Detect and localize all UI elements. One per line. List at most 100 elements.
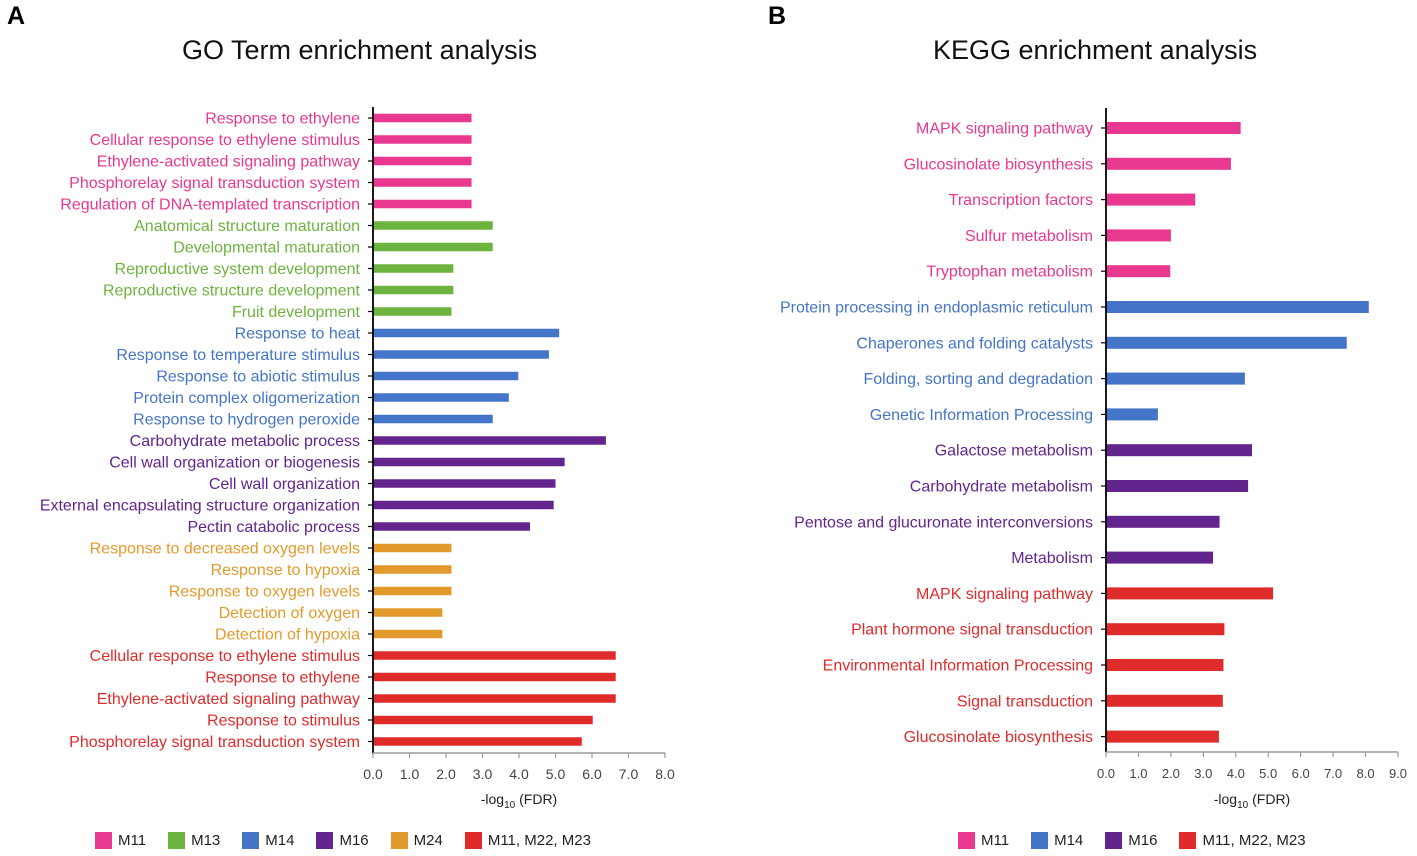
kegg-bar <box>1106 336 1347 349</box>
legend-label: M24 <box>413 832 443 849</box>
kegg-bar <box>1106 122 1241 134</box>
go-x-tick-label: 8.0 <box>655 766 675 782</box>
go-category-label: Response to temperature stimulus <box>116 347 360 364</box>
go-bar <box>373 608 443 617</box>
go-bar <box>373 199 472 209</box>
kegg-bar <box>1106 515 1220 528</box>
go-category-label: Fruit development <box>232 304 361 321</box>
go-x-tick-label: 1.0 <box>400 766 420 782</box>
legend-label: M14 <box>1054 832 1084 849</box>
kegg-bar <box>1106 229 1171 242</box>
go-category-label: Developmental maturation <box>173 240 360 257</box>
kegg-legend: M11 M14 M16 M11, M22, M23 <box>958 832 1328 849</box>
legend-item: M11 <box>95 832 146 849</box>
kegg-bar <box>1106 623 1225 636</box>
legend-swatch <box>390 832 408 849</box>
kegg-category-label: Environmental Information Processing <box>823 658 1093 675</box>
go-bar <box>373 565 452 574</box>
kegg-category-label: Genetic Information Processing <box>870 407 1093 424</box>
go-bar <box>373 221 493 230</box>
kegg-category-label: Glucosinolate biosynthesis <box>904 156 1093 173</box>
kegg-category-label: Glucosinolate biosynthesis <box>904 729 1093 746</box>
legend-swatch <box>1105 832 1123 849</box>
go-category-label: Cell wall organization <box>209 476 360 493</box>
go-bar <box>373 715 593 725</box>
go-x-tick-label: 5.0 <box>546 766 566 782</box>
go-category-label: Carbohydrate metabolic process <box>130 433 360 450</box>
go-category-label: Response to ethylene <box>205 670 360 687</box>
kegg-x-tick-label: 9.0 <box>1389 766 1407 781</box>
go-category-label: Pectin catabolic process <box>187 519 360 536</box>
legend-label: M11 <box>118 832 147 849</box>
kegg-bar <box>1106 694 1223 707</box>
go-bar <box>373 371 519 381</box>
legend-item: M11 <box>958 832 1009 849</box>
go-bar <box>373 135 472 144</box>
kegg-bar <box>1106 408 1158 421</box>
kegg-chart-title: KEGG enrichment analysis <box>933 35 1258 65</box>
kegg-bar <box>1106 444 1252 457</box>
go-category-label: Response to abiotic stimulus <box>156 369 360 386</box>
legend-item: M11, M22, M23 <box>464 832 591 849</box>
kegg-category-label: Carbohydrate metabolism <box>910 479 1093 496</box>
go-x-tick-label: 7.0 <box>619 766 639 782</box>
kegg-category-label: Sulfur metabolism <box>965 228 1093 245</box>
legend-swatch <box>95 832 112 849</box>
kegg-x-tick-label: 0.0 <box>1097 766 1115 781</box>
legend-item: M16 <box>316 832 369 849</box>
kegg-category-label: Metabolism <box>1011 550 1093 567</box>
kegg-category-label: Tryptophan metabolism <box>926 264 1093 281</box>
kegg-category-label: Galactose metabolism <box>935 443 1093 460</box>
legend-label: M14 <box>265 832 295 849</box>
legend-swatch <box>464 832 482 849</box>
go-category-label: Anatomical structure maturation <box>134 218 360 235</box>
go-x-tick-label: 4.0 <box>509 766 529 782</box>
go-bar <box>373 694 616 703</box>
go-bar <box>373 672 616 682</box>
go-bar <box>373 629 443 639</box>
go-x-tick-label: 6.0 <box>582 766 602 782</box>
kegg-chart: MAPK signaling pathway Glucosinolate bios… <box>780 108 1407 811</box>
kegg-category-label: Pentose and glucuronate interconversions <box>794 514 1093 531</box>
kegg-x-tick-label: 6.0 <box>1292 766 1310 781</box>
kegg-bar <box>1106 587 1274 600</box>
kegg-bar <box>1106 157 1231 170</box>
go-category-label: Regulation of DNA-templated transcriptio… <box>60 197 360 214</box>
kegg-x-tick-label: 8.0 <box>1357 766 1375 781</box>
go-bar <box>373 113 472 123</box>
panel-letter-b: B <box>768 2 787 30</box>
go-bar <box>373 328 560 338</box>
kegg-category-label: Plant hormone signal transduction <box>851 622 1093 639</box>
kegg-category-label: Chaperones and folding catalysts <box>856 335 1093 352</box>
go-bar <box>373 522 530 531</box>
go-bar <box>373 156 472 166</box>
go-bar <box>373 737 582 746</box>
go-category-label: Response to hypoxia <box>211 562 361 579</box>
kegg-bar <box>1106 372 1245 385</box>
kegg-bar <box>1106 551 1214 564</box>
panel-letter-a: A <box>7 2 26 30</box>
go-x-tick-label: 3.0 <box>473 766 493 782</box>
go-category-label: Phosphorelay signal transduction system <box>69 175 360 192</box>
kegg-category-label: Transcription factors <box>949 192 1093 209</box>
go-bar <box>373 543 452 553</box>
go-category-label: Phosphorelay signal transduction system <box>69 734 360 751</box>
kegg-category-label: MAPK signaling pathway <box>916 121 1093 138</box>
legend-item: M14 <box>1031 832 1083 849</box>
legend-item: M11, M22, M23 <box>1179 832 1306 849</box>
legend-swatch <box>958 832 975 849</box>
legend-swatch <box>1179 832 1197 849</box>
kegg-category-label: Protein processing in endoplasmic reticu… <box>780 300 1093 317</box>
go-category-label: Response to heat <box>235 326 361 343</box>
legend-label: M13 <box>191 832 221 849</box>
kegg-category-label: MAPK signaling pathway <box>916 586 1093 603</box>
go-category-label: Response to hydrogen peroxide <box>133 412 360 429</box>
go-category-label: Ethylene-activated signaling pathway <box>97 154 360 171</box>
go-category-label: Cellular response to ethylene stimulus <box>90 132 360 149</box>
kegg-x-tick-label: 7.0 <box>1324 766 1342 781</box>
go-chart: Response to ethylene Cellular response to… <box>40 107 675 811</box>
go-category-label: Ethylene-activated signaling pathway <box>97 691 360 708</box>
kegg-x-tick-label: 1.0 <box>1129 766 1147 781</box>
legend-item: M16 <box>1105 832 1157 849</box>
